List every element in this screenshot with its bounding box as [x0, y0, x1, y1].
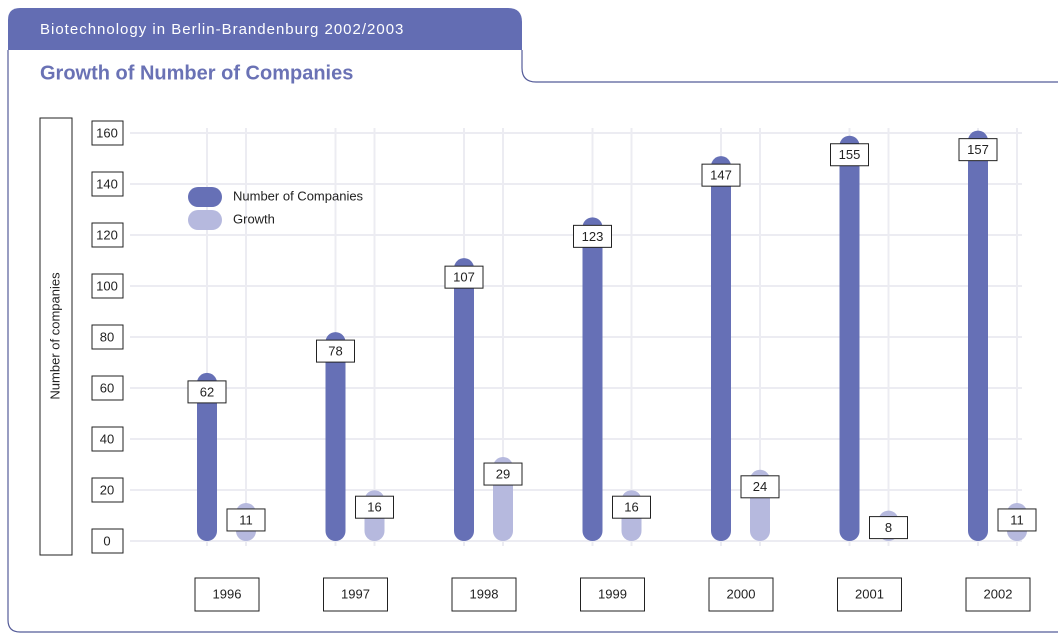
x-tick-box: [323, 577, 388, 612]
legend-swatch: [188, 187, 222, 207]
x-tick-box: [965, 577, 1031, 612]
y-tick-box: [91, 528, 124, 554]
y-tick-box: [91, 222, 124, 248]
value-label: 157: [967, 142, 989, 157]
value-label-box: [740, 475, 780, 499]
x-tick-box: [451, 577, 517, 612]
bar: [582, 217, 603, 541]
value-label-box: [701, 163, 741, 187]
value-label-box: [355, 495, 394, 519]
y-tick-box: [91, 120, 124, 146]
x-tick-label: 1998: [470, 586, 499, 601]
y-tick-box: [91, 375, 124, 401]
value-label-box: [573, 224, 612, 248]
value-label-box: [958, 138, 998, 162]
x-tick-label: 2000: [727, 586, 756, 601]
value-label: 107: [453, 270, 475, 285]
y-tick-label: 20: [100, 482, 114, 497]
y-axis-label: Number of companies: [47, 272, 62, 400]
y-tick-box: [91, 171, 124, 197]
legend-label: Number of Companies: [233, 188, 364, 203]
value-label: 78: [328, 344, 342, 359]
y-tick-label: 80: [100, 329, 114, 344]
frame: [7, 50, 1058, 633]
value-label-box: [830, 143, 869, 167]
x-tick-box: [708, 577, 774, 612]
value-label: 29: [496, 466, 510, 481]
y-tick-box: [91, 477, 124, 503]
chart-title: Growth of Number of Companies: [40, 62, 353, 84]
y-tick-label: 120: [96, 227, 118, 242]
legend-swatch: [188, 210, 222, 230]
legend-label: Growth: [233, 211, 275, 226]
bar: [711, 156, 731, 541]
y-tick-box: [91, 324, 124, 350]
x-tick-label: 1999: [598, 586, 627, 601]
value-label: 123: [582, 229, 604, 244]
y-tick-label: 40: [100, 431, 114, 446]
x-tick-box: [194, 577, 260, 612]
value-label: 16: [367, 500, 381, 515]
value-label-box: [316, 339, 355, 363]
y-tick-box: [91, 273, 124, 299]
value-label-box: [612, 495, 651, 519]
value-label: 62: [200, 384, 214, 399]
value-label: 16: [624, 500, 638, 515]
bar: [197, 372, 217, 541]
value-label-box: [187, 380, 227, 404]
y-tick-label: 60: [100, 380, 114, 395]
value-label: 8: [885, 520, 892, 535]
value-label: 11: [239, 512, 253, 527]
value-label-box: [226, 508, 266, 532]
y-tick-label: 0: [103, 533, 110, 548]
x-tick-label: 1996: [213, 586, 242, 601]
header-tab: [8, 8, 522, 50]
x-tick-box: [580, 577, 645, 612]
y-tick-label: 160: [96, 125, 118, 140]
value-label: 147: [710, 168, 732, 183]
x-tick-label: 2001: [855, 586, 884, 601]
value-label: 11: [1010, 512, 1024, 527]
value-label: 24: [753, 479, 767, 494]
y-label-box: [39, 117, 73, 556]
value-label-box: [483, 462, 523, 486]
x-tick-label: 1997: [341, 586, 370, 601]
x-tick-box: [837, 577, 902, 612]
bar: [325, 332, 346, 541]
bar: [454, 258, 474, 541]
bar: [839, 135, 860, 541]
value-label: 155: [839, 147, 861, 162]
header: Biotechnology in Berlin-Brandenburg 2002…: [40, 21, 404, 38]
y-tick-label: 140: [96, 176, 118, 191]
bar: [968, 130, 988, 541]
value-label-box: [869, 516, 908, 540]
y-tick-box: [91, 426, 124, 452]
x-tick-label: 2002: [984, 586, 1013, 601]
value-label-box: [444, 265, 484, 289]
value-label-box: [997, 508, 1037, 532]
y-tick-label: 100: [96, 278, 118, 293]
